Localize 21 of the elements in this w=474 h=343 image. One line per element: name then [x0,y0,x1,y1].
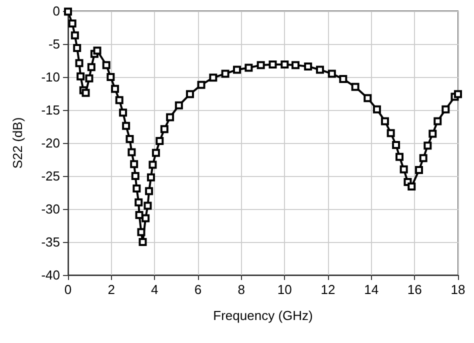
x-tick-label: 10 [277,282,292,297]
y-tick-label: -30 [41,202,60,216]
x-tick-label: 0 [64,282,72,297]
y-tick-label: -20 [41,136,60,150]
x-tick-label: 18 [450,282,466,297]
x-tick-label: 8 [238,282,245,297]
y-tick-label: -10 [41,70,60,84]
x-tick-label: 2 [108,282,115,297]
y-tick-label: -40 [41,268,60,282]
x-tick-label: 16 [407,282,422,297]
x-tick-label: 14 [364,282,379,297]
y-tick-label: -15 [41,102,60,118]
x-tick-label: 4 [151,282,158,297]
x-tick-label: 12 [320,282,336,297]
x-axis-title: Frequency (GHz) [213,308,313,323]
y-tick-label: -35 [41,234,60,250]
x-tick-label: 6 [194,282,202,297]
y-tick-label: -25 [41,168,60,184]
y-tick-label: -5 [48,36,60,52]
y-tick-label: 0 [52,4,60,18]
y-axis-title: S22 (dB) [10,117,25,169]
